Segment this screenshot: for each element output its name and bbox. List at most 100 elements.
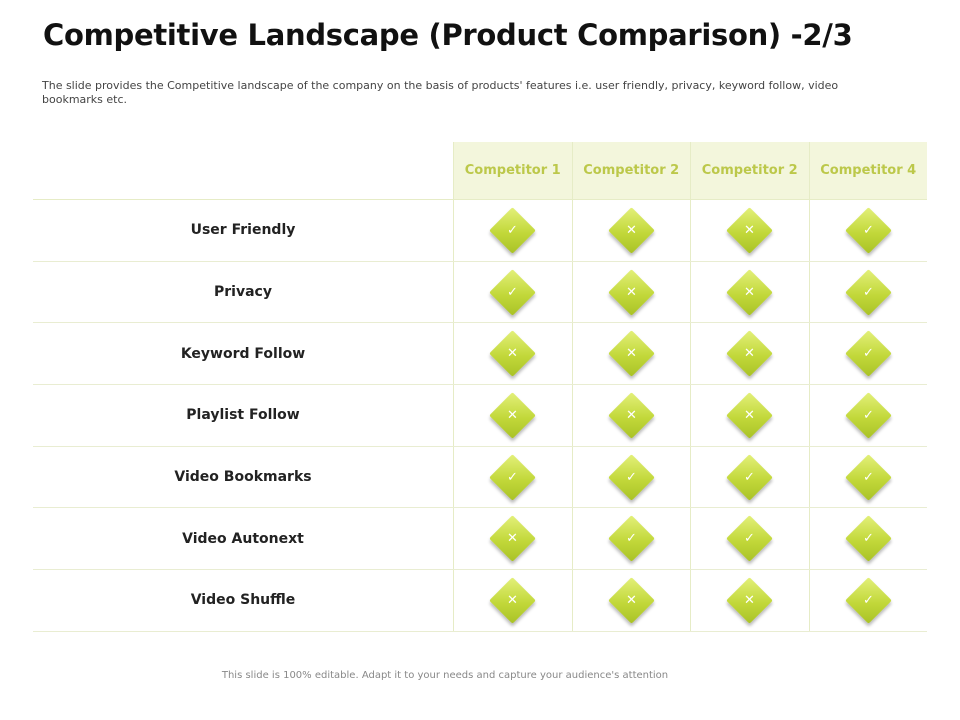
- mark-cell: ✓: [808, 385, 928, 446]
- table-row: Video Bookmarks ✓ ✓ ✓ ✓: [33, 446, 928, 509]
- check-icon: ✓: [489, 268, 537, 316]
- mark-cell: ✓: [453, 261, 572, 323]
- mark-cell: ✕: [453, 385, 572, 446]
- check-icon: ✓: [726, 453, 774, 501]
- page-title: Competitive Landscape (Product Compariso…: [43, 18, 853, 52]
- cross-icon: ✕: [489, 577, 537, 624]
- mark-glyph: ✕: [744, 592, 756, 608]
- mark-cell: ✓: [571, 446, 691, 508]
- mark-cell: ✕: [453, 570, 572, 631]
- mark-cell: ✓: [808, 323, 928, 385]
- mark-cell: ✓: [808, 570, 928, 631]
- column-header-competitor: Competitor 2: [571, 142, 690, 199]
- mark-cell: ✕: [690, 385, 809, 446]
- header-empty-cell: [33, 142, 453, 199]
- mark-glyph: ✕: [744, 284, 756, 300]
- cross-icon: ✕: [726, 577, 774, 624]
- mark-glyph: ✕: [744, 346, 756, 362]
- mark-glyph: ✓: [862, 346, 874, 362]
- mark-glyph: ✓: [507, 469, 519, 485]
- mark-cell: ✕: [571, 261, 691, 323]
- mark-glyph: ✓: [507, 222, 519, 238]
- mark-cell: ✓: [453, 446, 572, 508]
- mark-glyph: ✕: [744, 407, 756, 423]
- feature-label: Video Bookmarks: [174, 469, 312, 486]
- check-icon: ✓: [489, 207, 537, 254]
- check-icon: ✓: [489, 453, 537, 501]
- mark-glyph: ✕: [507, 592, 519, 608]
- table-row: Video Shuffle ✕ ✕ ✕ ✓: [33, 570, 927, 632]
- feature-label: User Friendly: [190, 222, 296, 239]
- mark-glyph: ✕: [507, 531, 519, 547]
- feature-label: Keyword Follow: [180, 345, 306, 362]
- cross-icon: ✕: [489, 515, 537, 563]
- check-icon: ✓: [844, 207, 892, 254]
- footer-note: This slide is 100% editable. Adapt it to…: [221, 670, 669, 681]
- cross-icon: ✕: [726, 392, 774, 439]
- mark-glyph: ✕: [625, 407, 637, 423]
- mark-glyph: ✓: [862, 222, 874, 238]
- cross-icon: ✕: [726, 268, 774, 316]
- table-row: Playlist Follow ✕ ✕ ✕ ✓: [33, 385, 927, 447]
- check-icon: ✓: [607, 515, 655, 563]
- mark-cell: ✕: [690, 570, 809, 631]
- check-icon: ✓: [844, 392, 892, 439]
- mark-glyph: ✓: [625, 469, 637, 485]
- cross-icon: ✕: [607, 392, 655, 439]
- mark-glyph: ✓: [744, 531, 756, 547]
- mark-cell: ✓: [453, 200, 572, 261]
- check-icon: ✓: [844, 268, 892, 316]
- mark-glyph: ✕: [507, 407, 519, 423]
- mark-cell: ✓: [690, 508, 809, 570]
- mark-cell: ✕: [571, 570, 691, 631]
- mark-cell: ✕: [453, 323, 572, 385]
- table-body: User Friendly ✓ ✕ ✕ ✓ Privacy ✓ ✕ ✕ ✓ Keyword Foll…: [33, 200, 927, 632]
- column-header-competitor: Competitor 1: [453, 142, 572, 199]
- mark-glyph: ✓: [862, 531, 874, 547]
- cross-icon: ✕: [726, 330, 774, 378]
- mark-cell: ✓: [808, 200, 928, 261]
- mark-cell: ✕: [453, 508, 572, 570]
- mark-glyph: ✕: [744, 222, 756, 238]
- mark-cell: ✓: [808, 446, 928, 508]
- cross-icon: ✕: [607, 268, 655, 316]
- mark-glyph: ✓: [862, 407, 874, 423]
- check-icon: ✓: [844, 330, 892, 378]
- cross-icon: ✕: [489, 392, 537, 439]
- mark-glyph: ✕: [507, 346, 519, 362]
- check-icon: ✓: [844, 577, 892, 624]
- table-row: Privacy ✓ ✕ ✕ ✓: [33, 261, 928, 324]
- mark-glyph: ✓: [862, 284, 874, 300]
- mark-cell: ✕: [571, 323, 691, 385]
- column-header-competitor: Competitor 4: [808, 142, 927, 199]
- mark-cell: ✕: [690, 200, 809, 261]
- feature-label: Privacy: [214, 284, 272, 301]
- check-icon: ✓: [607, 453, 655, 501]
- mark-glyph: ✓: [862, 592, 874, 608]
- comparison-table: Competitor 1 Competitor 2 Competitor 2 C…: [33, 142, 927, 632]
- mark-glyph: ✓: [744, 469, 756, 485]
- column-header-competitor: Competitor 2: [690, 142, 809, 199]
- mark-cell: ✕: [571, 200, 691, 261]
- mark-cell: ✓: [690, 446, 809, 508]
- table-row: Video Autonext ✕ ✓ ✓ ✓: [33, 508, 928, 571]
- check-icon: ✓: [844, 453, 892, 501]
- cross-icon: ✕: [607, 330, 655, 378]
- cross-icon: ✕: [607, 577, 655, 624]
- cross-icon: ✕: [489, 330, 537, 378]
- mark-cell: ✓: [808, 261, 928, 323]
- mark-cell: ✓: [808, 508, 928, 570]
- feature-label: Video Shuffle: [190, 592, 296, 609]
- cross-icon: ✕: [726, 207, 774, 254]
- mark-cell: ✕: [690, 261, 809, 323]
- page-subtitle: The slide provides the Competitive lands…: [42, 79, 839, 106]
- mark-glyph: ✕: [625, 284, 637, 300]
- mark-cell: ✓: [571, 508, 691, 570]
- feature-label: Video Autonext: [182, 530, 304, 547]
- check-icon: ✓: [844, 515, 892, 563]
- mark-glyph: ✕: [625, 222, 637, 238]
- table-row: User Friendly ✓ ✕ ✕ ✓: [33, 200, 927, 262]
- mark-glyph: ✕: [625, 592, 637, 608]
- mark-cell: ✕: [690, 323, 809, 385]
- mark-glyph: ✕: [625, 346, 637, 362]
